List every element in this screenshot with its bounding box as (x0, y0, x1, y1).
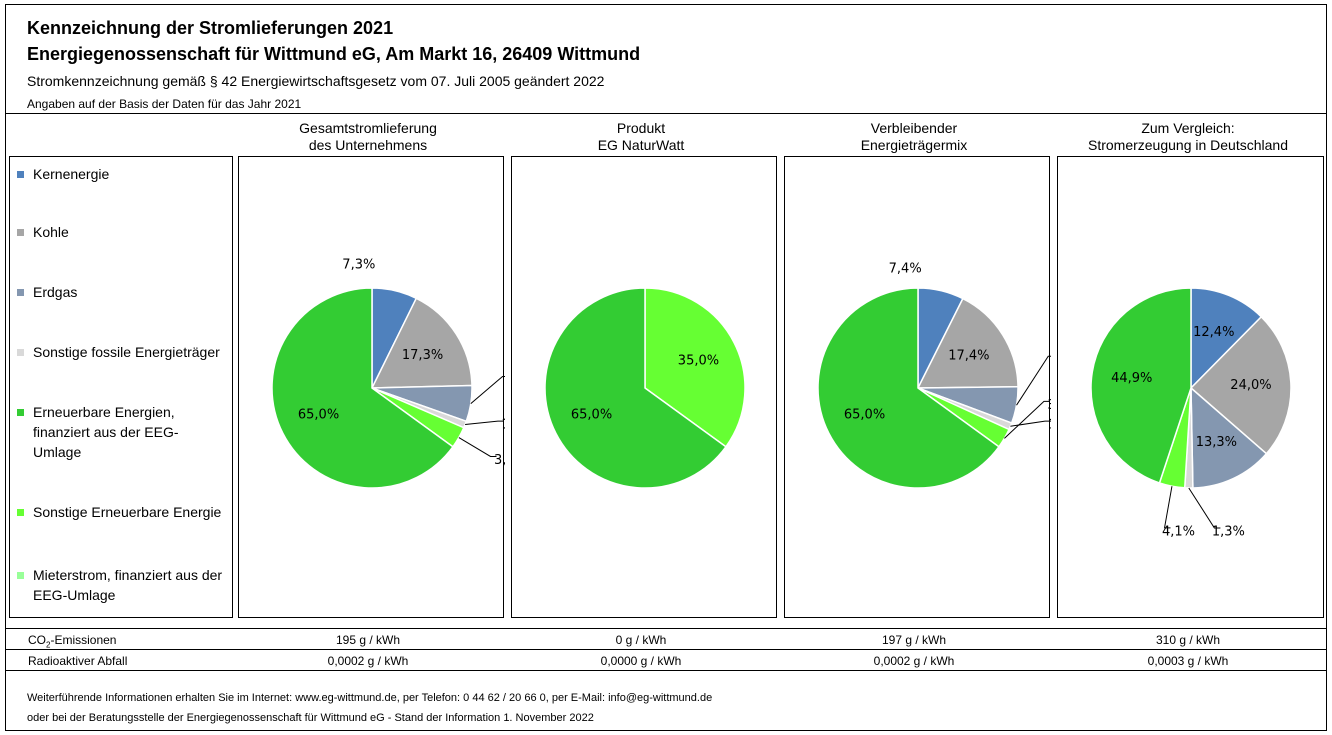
chart-title-line: Zum Vergleich: (1141, 120, 1235, 136)
pie-leader-line (1163, 486, 1173, 529)
pie-chart-verbleibend: 7,4%17,4%5,9%1,1%3,2%65,0% (784, 156, 1051, 618)
legend-label: Sonstige Erneuerbare Energie (33, 504, 222, 520)
pie-label-sonstige-fossile-energietr-ger: 1,1% (501, 418, 505, 433)
chart-title-line: Stromerzeugung in Deutschland (1087, 137, 1288, 153)
co2-label-main: CO (28, 633, 46, 647)
pie-leader-line (1188, 487, 1221, 529)
pie-leader-line (458, 437, 497, 457)
pie-leader-line (1016, 355, 1051, 406)
pie-slice-kernenergie (1190, 287, 1263, 390)
pie-label-kernenergie: 7,3% (342, 258, 375, 273)
chart-title-line: Gesamtstromlieferung (299, 120, 437, 136)
legend-swatch-sonstige-erneuerbare (17, 509, 24, 516)
waste-value-gesamt: 0,0002 g / kWh (327, 654, 409, 668)
company-title: Energiegenossenschaft für Wittmund eG, A… (27, 44, 641, 64)
legend-label: Mieterstrom, finanziert aus der EEG-Umla… (33, 567, 223, 603)
pie-label-kohle: 17,3% (402, 348, 443, 363)
pie-svg-gesamt: 7,3%17,3%5,8%1,1%3,5%65,0% (271, 258, 505, 489)
pie-slice-kohle (916, 297, 1019, 389)
chart-title-line: des Unternehmens (308, 137, 428, 153)
pie-slice-erneuerbare-energien-finanziert-aus-der-eeg-umlage (817, 287, 1000, 489)
chart-title-produkt: Produkt EG NaturWatt (506, 120, 776, 154)
pie-label-sonstige-erneuerbare-energie: 3,2% (1047, 398, 1051, 413)
legend-swatch-erneuerbare-eeg (17, 409, 24, 416)
chart-title-line: Energieträgermix (860, 137, 968, 153)
pie-leader-line (1004, 400, 1050, 439)
pie-slice-erneuerbare-energien-finanziert-aus-der-eeg-umlage (1090, 287, 1192, 484)
chart-title-verbleibend: Verbleibender Energieträgermix (779, 120, 1049, 154)
table-divider-bottom (5, 670, 1327, 671)
legend-label: Sonstige fossile Energieträger (33, 344, 220, 360)
pie-label-sonstige-erneuerbare-energie: 3,5% (494, 453, 505, 468)
co2-value-verbleibend: 197 g / kWh (881, 633, 947, 647)
waste-value-deutschland: 0,0003 g / kWh (1147, 654, 1229, 668)
pie-slice-sonstige-erneuerbare-energie (644, 287, 746, 448)
legend-label: Kohle (33, 224, 69, 240)
header-divider (5, 113, 1327, 114)
pie-slice-kohle (1189, 315, 1292, 455)
co2-value-deutschland: 310 g / kWh (1155, 633, 1221, 647)
footer-info-line1: Weiterführende Informationen erhalten Si… (27, 692, 713, 704)
pie-svg-verbleibend: 7,4%17,4%5,9%1,1%3,2%65,0% (817, 262, 1051, 489)
pie-label-kernenergie: 12,4% (1193, 325, 1234, 340)
legend-swatch-erdgas (17, 289, 24, 296)
legend-label: Erdgas (33, 284, 78, 300)
pie-slice-kohle (370, 297, 473, 389)
pie-slice-erneuerbare-energien-finanziert-aus-der-eeg-umlage (271, 287, 454, 489)
footer-info-line2: oder bei der Beratungsstelle der Energie… (27, 712, 594, 724)
waste-value-verbleibend: 0,0002 g / kWh (873, 654, 955, 668)
pie-leader-line (1010, 420, 1051, 427)
table-divider-top (5, 628, 1327, 629)
co2-value-produkt: 0 g / kWh (615, 633, 667, 647)
legend-swatch-sonstige-fossile (17, 349, 24, 356)
pie-slice-erdgas (1190, 386, 1268, 489)
legend-swatch-mieterstrom (17, 572, 24, 579)
pie-label-erdgas: 13,3% (1196, 435, 1237, 450)
chart-title-deutschland: Zum Vergleich: Stromerzeugung in Deutsch… (1053, 120, 1323, 154)
pie-leader-line (465, 420, 504, 426)
waste-value-produkt: 0,0000 g / kWh (600, 654, 682, 668)
chart-title-gesamt: Gesamtstromlieferung des Unternehmens (233, 120, 503, 154)
page-frame (5, 4, 1327, 731)
page-title: Kennzeichnung der Stromlieferungen 2021 (27, 18, 394, 38)
pie-label-erneuerbare-energien-finanziert-aus-der-eeg-umlage: 65,0% (844, 408, 885, 423)
pie-slice-erneuerbare-energien-finanziert-aus-der-eeg-umlage (544, 287, 727, 489)
co2-label-sub: 2 (46, 640, 51, 650)
data-basis-note: Angaben auf der Basis der Daten für das … (27, 97, 302, 111)
pie-leader-line (470, 375, 505, 405)
table-divider-mid (5, 649, 1327, 650)
co2-label-rest: -Emissionen (50, 633, 117, 647)
pie-label-kohle: 24,0% (1230, 378, 1271, 393)
pie-chart-gesamt: 7,3%17,3%5,8%1,1%3,5%65,0% (238, 156, 505, 618)
pie-label-kohle: 17,4% (948, 349, 989, 364)
waste-label: Radioaktiver Abfall (28, 654, 128, 668)
pie-chart-deutschland: 12,4% 24,0% 13,3% 1,3% 4,1% 44,9% (1057, 156, 1324, 618)
pie-svg-produkt: 35,0% 65,0% (544, 287, 746, 489)
legend-label: Erneuerbare Energien, finanziert aus der… (33, 404, 179, 460)
legend-swatch-kernenergie (17, 171, 24, 178)
pie-label-sonstige-fossile-energietr-ger: 1,1% (1049, 418, 1051, 433)
pie-label-erneuerbare-energien-finanziert-aus-der-eeg-umlage: 65,0% (571, 408, 612, 423)
pie-label-kernenergie: 7,4% (889, 262, 922, 277)
pie-label-sonstige-erneuerbare-energie: 35,0% (678, 353, 719, 368)
pie-label-sonstige-erneuerbare-energie: 4,1% (1162, 524, 1195, 539)
pie-label-erneuerbare-energien-finanziert-aus-der-eeg-umlage: 65,0% (298, 408, 339, 423)
chart-title-line: Produkt (616, 120, 666, 136)
legend-label: Kernenergie (33, 166, 110, 182)
co2-label: CO2-Emissionen (28, 633, 116, 649)
legend: Kernenergie Kohle Erdgas Sonstige fossil… (9, 156, 233, 618)
co2-value-gesamt: 195 g / kWh (335, 633, 401, 647)
chart-title-line: EG NaturWatt (597, 137, 685, 153)
legal-subtitle: Stromkennzeichnung gemäß § 42 Energiewir… (27, 73, 605, 89)
legend-swatch-kohle (17, 229, 24, 236)
pie-chart-produkt: 35,0% 65,0% (511, 156, 777, 618)
pie-svg-deutschland: 12,4% 24,0% 13,3% 1,3% 4,1% 44,9% (1090, 287, 1292, 539)
pie-label-erneuerbare-energien-finanziert-aus-der-eeg-umlage: 44,9% (1111, 371, 1152, 386)
pie-label-sonstige-fossile-energietr-ger: 1,3% (1212, 524, 1245, 539)
chart-title-line: Verbleibender (870, 120, 958, 136)
